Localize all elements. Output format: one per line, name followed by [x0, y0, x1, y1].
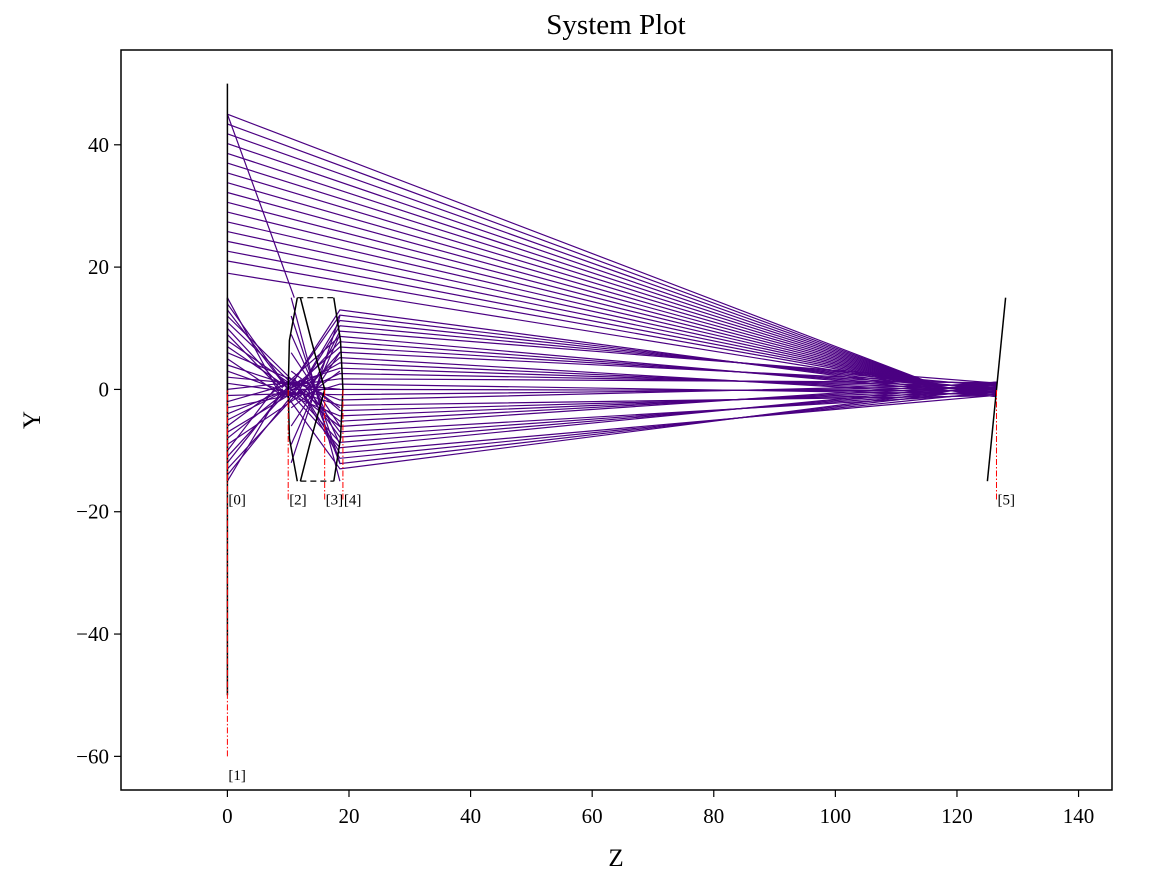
plot-frame — [120, 49, 1113, 791]
surface-label-4: [4] — [344, 493, 362, 509]
y-tick-label: 40 — [88, 133, 109, 157]
x-tick-label: 80 — [703, 804, 724, 828]
ray-offaxis — [227, 113, 997, 393]
ray-axial — [226, 384, 997, 482]
surface-profile-4 — [333, 297, 344, 482]
x-tick-label: 140 — [1063, 804, 1095, 828]
surface-label-0: [0] — [228, 493, 246, 509]
surface-label-3: [3] — [326, 493, 344, 509]
ray-offaxis — [227, 162, 997, 389]
y-tick-label: −40 — [76, 622, 109, 646]
ray-axial — [226, 376, 997, 476]
y-tick-label: −60 — [76, 744, 109, 768]
ray-axial — [227, 364, 997, 390]
ray-traces — [226, 113, 997, 482]
ray-offaxis — [227, 172, 997, 393]
ray-axial — [226, 315, 997, 390]
x-tick-label: 100 — [820, 804, 852, 828]
surface-label-2: [2] — [289, 493, 307, 509]
ray-axial — [226, 321, 997, 399]
ray-offaxis — [227, 191, 997, 389]
ray-axial — [226, 327, 997, 396]
x-tick-label: 120 — [941, 804, 973, 828]
x-tick-label: 0 — [222, 804, 233, 828]
chart-title: System Plot — [546, 9, 685, 41]
x-axis-label: Z — [608, 845, 623, 872]
surface-markers: [0] [1] [2] [3] [4] [5] — [226, 389, 1015, 784]
x-tick-label: 40 — [460, 804, 481, 828]
surface-profile-3 — [299, 297, 326, 482]
ray-offaxis — [227, 182, 997, 390]
y-tick-label: −20 — [76, 500, 109, 524]
surface-profile-2 — [287, 297, 299, 482]
x-tick-label: 60 — [582, 804, 603, 828]
y-tick-label: 20 — [88, 255, 109, 279]
y-axis-ticks: −60 −40 −20 0 20 40 — [76, 133, 121, 768]
y-tick-label: 0 — [99, 377, 110, 401]
ray-lens-crossing — [290, 315, 341, 463]
surface-label-1: [1] — [228, 768, 246, 784]
ray-stray — [226, 113, 295, 298]
surface-profile-5 — [986, 297, 1007, 482]
ray-axial — [227, 340, 997, 389]
x-tick-label: 20 — [338, 804, 359, 828]
y-axis-label: Y — [19, 411, 46, 429]
x-axis-ticks: 0 20 40 60 80 100 120 140 — [222, 790, 1094, 828]
surface-label-5: [5] — [997, 493, 1015, 509]
ray-axial — [226, 378, 997, 451]
